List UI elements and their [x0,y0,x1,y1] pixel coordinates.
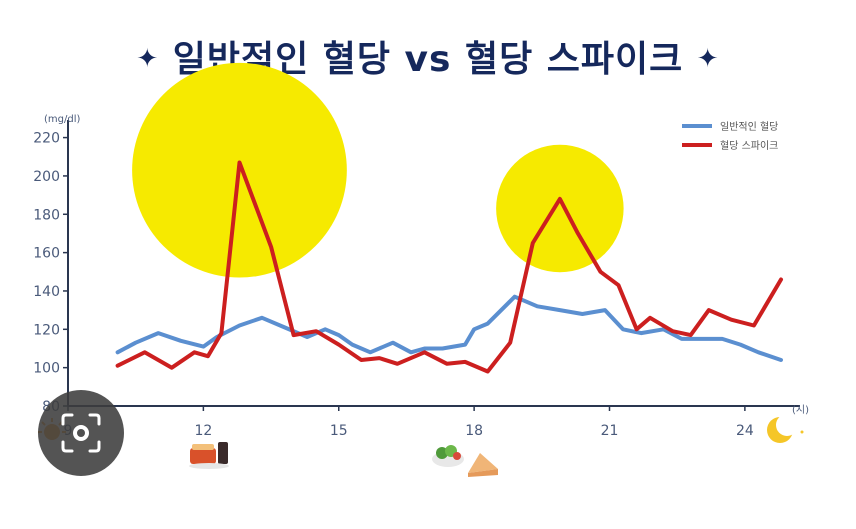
dinner-salad-sandwich-icon [432,445,498,477]
lunch-food-icon [189,442,229,469]
y-axis-unit-label: (mg/dl) [44,114,80,125]
y-tick-label: 100 [33,361,60,377]
x-tick-label: 21 [601,423,619,439]
legend-label-1: 일반적인 혈당 [720,120,778,133]
y-tick-label: 140 [33,284,60,300]
crescent-moon-icon [767,414,804,443]
x-tick-label: 12 [194,423,212,439]
y-tick-label: 160 [33,246,60,262]
sparkle-icon: ✦ [696,44,720,74]
highlight-circle-2 [496,144,624,273]
series-line-1 [115,294,783,362]
x-axis-unit-label: (시) [792,404,809,416]
y-tick-label: 220 [33,131,60,147]
camera-search-icon [61,413,101,453]
series-line-2 [115,160,783,374]
series-lines [115,160,783,374]
x-tick-label: 24 [736,423,754,439]
x-tick-label: 18 [465,423,483,439]
camera-search-button[interactable] [38,390,124,476]
highlight-circles [132,62,624,278]
sparkle-icon: ✦ [136,44,160,74]
y-tick-label: 120 [33,322,60,338]
legend-label-2: 혈당 스파이크 [720,139,778,152]
y-tick-label: 200 [33,169,60,185]
x-tick-label: 15 [330,423,348,439]
y-tick-label: 180 [33,207,60,223]
